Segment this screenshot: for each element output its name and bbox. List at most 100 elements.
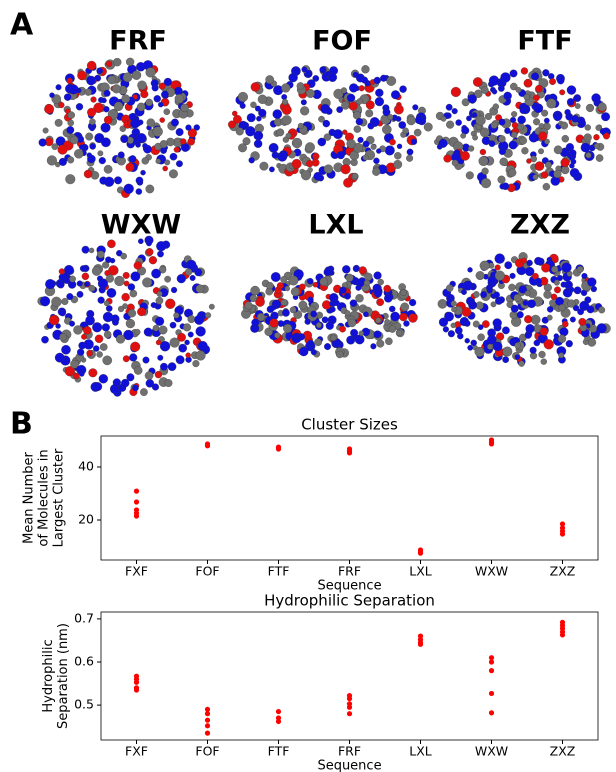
atom: [521, 147, 528, 154]
atom: [341, 87, 347, 93]
atom: [489, 76, 499, 86]
atom: [40, 296, 50, 306]
atom: [171, 287, 177, 293]
atom: [374, 331, 381, 338]
atom: [584, 134, 592, 142]
atom: [533, 95, 539, 101]
atom: [238, 92, 248, 102]
atom: [196, 351, 206, 361]
point: [134, 499, 139, 504]
atom: [535, 278, 542, 285]
atom: [597, 323, 607, 333]
atom: [269, 167, 274, 172]
point: [489, 710, 494, 715]
atom: [409, 299, 416, 306]
atom: [140, 90, 148, 98]
atom: [118, 306, 124, 312]
atom: [93, 346, 99, 352]
atom: [186, 260, 196, 270]
atom: [157, 251, 163, 257]
atom: [67, 157, 74, 164]
atom: [354, 126, 361, 133]
atom: [481, 87, 488, 94]
atom: [116, 335, 125, 344]
atom: [375, 89, 383, 97]
atom: [406, 155, 413, 162]
atom: [473, 77, 482, 86]
atom: [390, 312, 399, 321]
atom: [586, 152, 592, 158]
atom: [153, 127, 163, 137]
atom: [339, 326, 345, 332]
atom: [107, 240, 115, 248]
atom: [400, 86, 407, 93]
atom: [302, 67, 307, 72]
atom: [375, 318, 381, 324]
atom: [570, 168, 579, 177]
atom: [565, 109, 571, 115]
atom: [508, 284, 515, 291]
atom: [451, 307, 456, 312]
atom: [181, 143, 189, 151]
atom: [164, 276, 170, 282]
atom: [407, 149, 413, 155]
atom: [397, 144, 402, 149]
atom: [57, 281, 64, 288]
atom: [291, 287, 300, 296]
atom: [160, 140, 168, 148]
atom: [347, 94, 355, 102]
atom: [91, 97, 97, 103]
atom: [538, 132, 547, 141]
atom: [385, 338, 392, 345]
atom: [323, 120, 330, 127]
atom: [157, 291, 163, 297]
y-tick-label: 0.6: [74, 653, 94, 668]
point: [134, 489, 139, 494]
atom: [205, 312, 211, 318]
atom: [374, 290, 382, 298]
atom: [535, 85, 542, 92]
point: [205, 723, 210, 728]
atom: [493, 319, 502, 328]
atom: [99, 157, 106, 164]
atom: [107, 76, 116, 85]
atom: [566, 340, 573, 347]
atom: [495, 254, 505, 264]
atom: [81, 334, 87, 340]
atom: [509, 141, 518, 150]
atom: [361, 65, 369, 73]
atom: [130, 119, 139, 128]
atom: [146, 67, 156, 77]
atom: [289, 73, 298, 82]
atom: [480, 128, 489, 137]
atom: [267, 282, 274, 289]
atom: [55, 353, 64, 362]
atom: [488, 276, 496, 284]
atom: [176, 160, 183, 167]
point: [347, 696, 352, 701]
panel-label: A: [10, 8, 34, 43]
atom: [601, 112, 610, 121]
image-title: ZXZ: [510, 210, 570, 241]
y-tick-label: 40: [78, 459, 94, 474]
atom: [289, 276, 299, 286]
atom: [473, 291, 479, 297]
atom: [77, 281, 83, 287]
atom: [544, 291, 552, 299]
atom: [446, 121, 454, 129]
atom: [547, 306, 553, 312]
x-tick-label: LXL: [409, 744, 432, 759]
atom: [257, 313, 265, 321]
atom: [82, 273, 89, 280]
atom: [85, 133, 93, 141]
atom: [86, 76, 95, 85]
atom: [411, 139, 417, 145]
atom: [524, 315, 532, 323]
atom: [364, 273, 372, 281]
atom: [249, 157, 255, 163]
atom: [165, 160, 170, 165]
atom: [69, 85, 79, 95]
atom: [561, 158, 570, 167]
atom: [305, 142, 315, 152]
atom: [159, 326, 168, 335]
